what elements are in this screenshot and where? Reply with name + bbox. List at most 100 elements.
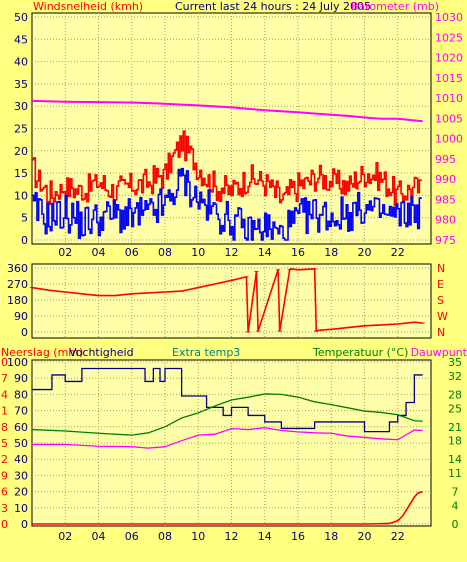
- y-tick-label-left: 10: [14, 189, 28, 202]
- humidity-tick-label: 70: [14, 405, 28, 418]
- x-tick-label: 22: [391, 530, 405, 543]
- compass-tick-label: N: [437, 326, 445, 339]
- humidity-tick-label: 30: [14, 469, 28, 482]
- humidity-tick-label: 80: [14, 388, 28, 401]
- temperature-axis-title: Temperatuur (°C): [312, 346, 408, 359]
- wind-y-axis-left: 0 5 10 15 20 25 30 35 40 45 50: [14, 11, 28, 247]
- rain-tick-label: 6: [1, 486, 8, 499]
- x-tick-label: 10: [191, 246, 205, 259]
- humidity-tick-label: 60: [14, 421, 28, 434]
- humidity-tick-label: 50: [14, 437, 28, 450]
- series-windrichting: [31, 268, 423, 333]
- y-tick-label-right: 1010: [435, 92, 463, 105]
- rain-tick-label: 24: [0, 388, 8, 401]
- rain-axis-title: Neerslag (mm): [1, 346, 83, 359]
- direction-tick-label: 180: [7, 294, 28, 307]
- x-tick-label: 20: [358, 246, 372, 259]
- temperature-tick-label: 11: [448, 467, 462, 480]
- y-tick-label-left: 35: [14, 78, 28, 91]
- x-tick-label: 16: [291, 246, 305, 259]
- direction-series: [30, 268, 425, 333]
- rain-y-axis: 0 3 6 9 12 15 18 21 24 27 30: [0, 356, 8, 531]
- y-tick-label-right: 1000: [435, 133, 463, 146]
- compass-tick-label: E: [437, 278, 444, 291]
- compass-tick-label: N: [437, 262, 445, 275]
- humidity-tick-label: 90: [14, 372, 28, 385]
- temperature-tick-label: 25: [448, 402, 462, 415]
- climate-grid: [32, 360, 431, 526]
- y-tick-label-right: 985: [435, 193, 456, 206]
- series-neerslag: [32, 490, 423, 525]
- climate-series: [31, 367, 423, 525]
- x-tick-label: 04: [92, 246, 106, 259]
- wind-series: [31, 99, 423, 241]
- y-tick-label-left: 25: [14, 123, 28, 136]
- rain-tick-label: 30: [0, 356, 8, 369]
- rain-tick-label: 9: [1, 469, 8, 482]
- temperature-tick-label: 21: [448, 421, 462, 434]
- temperature-tick-label: 28: [448, 388, 462, 401]
- x-tick-label: 20: [358, 530, 372, 543]
- rain-humidity-temperature-panel: 036912151821242730 010203040506070809010…: [0, 346, 467, 543]
- humidity-tick-label: 0: [21, 518, 28, 531]
- y-tick-label-right: 1005: [435, 112, 463, 125]
- y-tick-label-right: 980: [435, 214, 456, 227]
- x-tick-label: 18: [324, 530, 338, 543]
- y-tick-label-left: 20: [14, 145, 28, 158]
- y-tick-label-left: 40: [14, 56, 28, 69]
- temperature-tick-label: 32: [448, 370, 462, 383]
- series-barometer: [31, 99, 423, 123]
- series-dauwpunt: [32, 427, 423, 449]
- dewpoint-axis-title: Dauwpunt: [411, 346, 467, 359]
- chart-title: Current last 24 hours : 24 July 2005: [175, 0, 371, 13]
- temperature-tick-label: 4: [452, 499, 459, 512]
- rain-tick-label: 15: [0, 437, 8, 450]
- rain-tick-label: 3: [1, 502, 8, 515]
- humidity-y-axis: 0 10 20 30 40 50 60 70 80 90 100: [7, 356, 28, 531]
- wind-x-axis: 02 04 06 08 10 12 14 16 18 20 22: [58, 246, 405, 259]
- humidity-axis-title: Vochtigheid: [69, 346, 134, 359]
- direction-tick-label: 0: [21, 326, 28, 339]
- y-tick-label-right: 1025: [435, 31, 463, 44]
- rain-tick-label: 0: [1, 518, 8, 531]
- x-tick-label: 10: [191, 530, 205, 543]
- climate-x-axis: 02 04 06 08 10 12 14 16 18 20 22: [58, 530, 405, 543]
- direction-y-axis-left: 0 90 180 270 360: [7, 262, 28, 339]
- x-tick-label: 06: [125, 246, 139, 259]
- y-tick-label-right: 995: [435, 153, 456, 166]
- x-tick-label: 16: [291, 530, 305, 543]
- y-tick-label-right: 1015: [435, 72, 463, 85]
- compass-tick-label: S: [437, 294, 444, 307]
- x-tick-label: 12: [225, 246, 239, 259]
- humidity-tick-label: 40: [14, 453, 28, 466]
- humidity-tick-label: 10: [14, 502, 28, 515]
- y-tick-label-right: 1030: [435, 11, 463, 24]
- temperature-tick-label: 35: [448, 356, 462, 369]
- y-tick-label-right: 990: [435, 173, 456, 186]
- y-tick-label-left: 45: [14, 33, 28, 46]
- direction-tick-label: 360: [7, 262, 28, 275]
- extra-temp-title: Extra temp3: [172, 346, 240, 359]
- compass-tick-label: W: [437, 310, 448, 323]
- temperature-tick-label: 0: [452, 518, 459, 531]
- x-tick-label: 18: [324, 246, 338, 259]
- x-tick-label: 04: [92, 530, 106, 543]
- series-windsnelheid: [32, 167, 422, 241]
- barometer-y-axis-right: 975 980 985 990 995 1000 1005 1010 1015 1020 1025 1…: [435, 11, 463, 247]
- wind-speed-axis-title: Windsnelheid (kmh): [33, 0, 143, 13]
- direction-grid: [32, 264, 431, 338]
- x-tick-label: 22: [391, 246, 405, 259]
- humidity-tick-label: 20: [14, 486, 28, 499]
- barometer-axis-title: Barometer (mb): [351, 0, 439, 13]
- temperature-tick-label: 7: [452, 486, 459, 499]
- y-tick-label-left: 30: [14, 100, 28, 113]
- y-tick-label-left: 5: [21, 212, 28, 225]
- rain-tick-label: 27: [0, 372, 8, 385]
- rain-tick-label: 12: [0, 453, 8, 466]
- x-tick-label: 08: [158, 246, 172, 259]
